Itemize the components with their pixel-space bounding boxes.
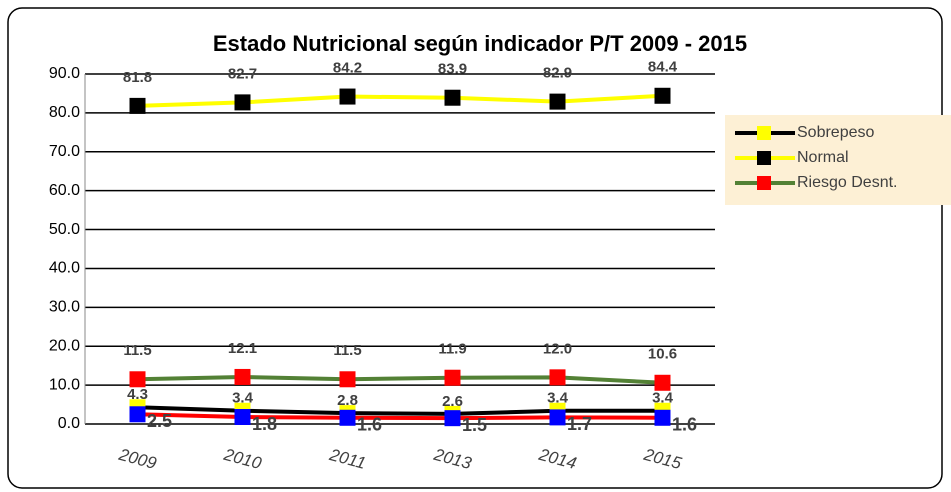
legend-marker — [757, 126, 771, 140]
data-label: 1.6 — [357, 415, 382, 435]
data-label: 82.7 — [228, 65, 257, 82]
data-label: 1.5 — [462, 415, 487, 435]
data-label: 1.6 — [672, 415, 697, 435]
data-label: 82.9 — [543, 65, 572, 82]
y-tick-label: 20.0 — [49, 337, 80, 354]
chart-frame — [7, 7, 943, 489]
marker — [339, 88, 356, 105]
y-tick-label: 80.0 — [49, 104, 80, 121]
legend-marker — [757, 151, 771, 165]
data-label: 3.4 — [547, 390, 569, 407]
data-label: 4.3 — [127, 386, 148, 403]
legend-label: Sobrepeso — [797, 124, 874, 141]
series-line — [137, 374, 663, 385]
legend-label: Riesgo Desnt. — [797, 174, 898, 191]
data-label: 2.6 — [442, 393, 463, 410]
data-label: 2.8 — [337, 392, 358, 409]
data-label: 81.8 — [123, 69, 152, 86]
marker — [549, 369, 566, 386]
marker — [549, 409, 566, 426]
data-label: 1.7 — [567, 414, 592, 434]
marker — [129, 406, 146, 423]
data-label: 12.0 — [543, 340, 572, 357]
series-line — [137, 412, 663, 421]
y-tick-label: 50.0 — [49, 221, 80, 238]
marker — [129, 371, 146, 388]
y-tick-label: 40.0 — [49, 260, 80, 277]
marker — [234, 368, 251, 385]
marker — [654, 374, 671, 391]
marker — [444, 410, 461, 427]
marker — [444, 89, 461, 106]
data-label: 83.9 — [438, 61, 467, 78]
y-tick-label: 30.0 — [49, 299, 80, 316]
marker — [339, 409, 356, 426]
series-line — [137, 93, 663, 108]
marker — [234, 94, 251, 111]
data-label: 11.5 — [123, 342, 151, 359]
y-tick-label: 70.0 — [49, 143, 80, 160]
y-tick-label: 10.0 — [49, 376, 80, 393]
data-label: 11.5 — [333, 342, 361, 359]
data-label: 84.2 — [333, 60, 362, 77]
data-label: 3.4 — [652, 390, 674, 407]
data-label: 1.8 — [252, 414, 277, 434]
data-label: 84.4 — [648, 59, 678, 76]
series-line — [137, 405, 663, 416]
marker — [129, 97, 146, 114]
marker — [444, 369, 461, 386]
chart-title: Estado Nutricional según indicador P/T 2… — [213, 31, 747, 56]
data-label: 3.4 — [232, 390, 254, 407]
y-tick-label: 0.0 — [58, 415, 80, 432]
data-label: 10.6 — [648, 346, 677, 363]
data-label: 12.1 — [228, 340, 257, 357]
marker — [654, 87, 671, 104]
marker — [549, 93, 566, 110]
legend-label: Normal — [797, 149, 849, 166]
marker — [234, 409, 251, 425]
data-label: 11.9 — [438, 341, 466, 358]
data-label: 2.5 — [147, 411, 172, 431]
y-tick-label: 90.0 — [49, 65, 80, 82]
legend-marker — [757, 176, 771, 190]
y-tick-label: 60.0 — [49, 182, 80, 199]
marker — [339, 371, 356, 388]
marker — [654, 409, 671, 426]
